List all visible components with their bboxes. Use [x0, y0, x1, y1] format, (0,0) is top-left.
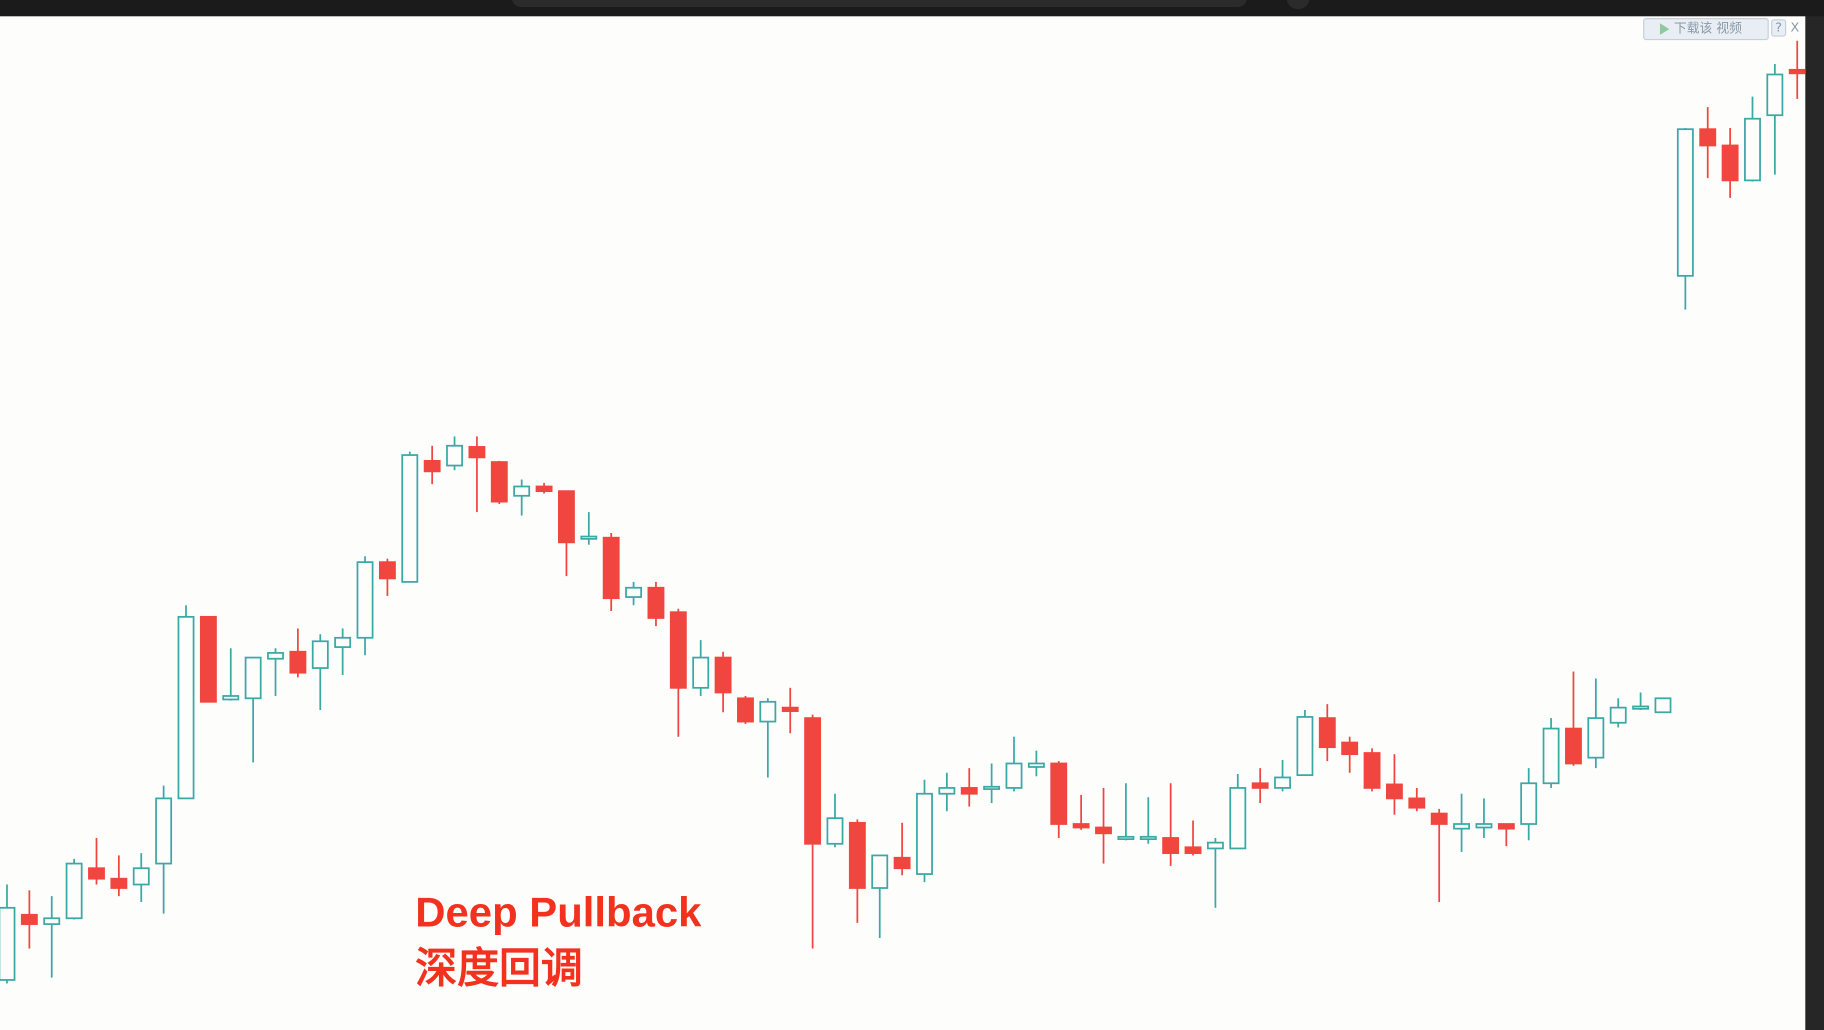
- candle-body: [1341, 741, 1359, 756]
- candle-body: [1005, 762, 1023, 789]
- help-button[interactable]: [1771, 19, 1787, 37]
- candle-body: [871, 854, 889, 889]
- candle-body: [1296, 716, 1314, 776]
- right-edge: [1805, 16, 1824, 1030]
- candle-body: [0, 906, 16, 981]
- candle-body: [1386, 783, 1403, 800]
- play-icon: [1659, 23, 1670, 35]
- candle-body: [804, 717, 822, 845]
- candle-body: [535, 485, 553, 493]
- candle-body: [423, 460, 441, 473]
- candle-body: [1632, 705, 1650, 710]
- help-label[interactable]: ?: [1775, 20, 1782, 35]
- download-button[interactable]: [1643, 18, 1769, 41]
- plot: [0, 40, 1806, 984]
- candle-body: [1318, 717, 1336, 749]
- candle-body: [1139, 835, 1157, 841]
- candle-body: [558, 490, 575, 544]
- candle-body: [1095, 826, 1112, 835]
- candle-body: [1050, 762, 1068, 825]
- candle-body: [1184, 846, 1202, 854]
- candle-body: [334, 636, 352, 648]
- annotation-en: Deep Pullback: [415, 888, 702, 935]
- candle-body: [1475, 823, 1493, 829]
- candle-body: [1430, 812, 1448, 825]
- candle-body: [893, 856, 911, 870]
- candle-body: [1206, 841, 1224, 850]
- address-bar: [512, 0, 1247, 7]
- candle-body: [65, 862, 83, 920]
- candle-body: [1542, 727, 1560, 785]
- candle-body: [1497, 823, 1515, 830]
- candle-body: [916, 792, 933, 875]
- annotation-zh: 深度回调: [415, 944, 582, 991]
- candle-body: [177, 615, 195, 800]
- candle-body: [1676, 128, 1694, 277]
- candle-body: [513, 485, 531, 497]
- candle-body: [20, 913, 38, 925]
- candle-body: [580, 535, 598, 540]
- candle-body: [43, 917, 61, 925]
- candle-body: [960, 787, 978, 795]
- candle-body: [110, 877, 128, 889]
- candle-body: [311, 640, 329, 669]
- candle-body: [267, 652, 284, 660]
- candle-body: [490, 461, 508, 503]
- candle-body: [401, 454, 419, 583]
- candle-body: [1162, 837, 1180, 854]
- candle-body: [602, 536, 620, 600]
- candle-body: [199, 615, 217, 703]
- candle-body: [1408, 797, 1426, 809]
- candle-body: [1587, 717, 1605, 759]
- candle-body: [1453, 823, 1471, 830]
- top-bar: [0, 0, 1824, 17]
- chart-area: [0, 16, 1806, 1030]
- candle-body: [983, 785, 1001, 790]
- candle-body: [1744, 117, 1761, 182]
- candle-body: [647, 586, 665, 619]
- candle-body: [692, 656, 710, 689]
- candle-body: [1229, 787, 1247, 850]
- candle-body: [88, 867, 105, 880]
- candle-body: [468, 446, 486, 459]
- candle-body: [759, 700, 777, 723]
- candle-body: [826, 817, 844, 845]
- candle-body: [1699, 128, 1717, 147]
- candle-body: [356, 561, 374, 639]
- candle-body: [155, 797, 173, 865]
- candle-body: [1274, 776, 1291, 789]
- candle-body: [1788, 68, 1806, 75]
- candle-body: [669, 611, 687, 689]
- candle-body: [132, 867, 150, 886]
- candle-body: [714, 656, 732, 694]
- candle-body: [1251, 782, 1269, 789]
- candle-body: [378, 561, 396, 580]
- candle-body: [1072, 823, 1090, 829]
- candle-body: [938, 787, 956, 795]
- browser-icon: [1286, 0, 1310, 10]
- candle-body: [737, 697, 754, 723]
- candle-body: [1565, 727, 1582, 765]
- download-label[interactable]: 下载该 视频: [1674, 22, 1742, 37]
- candle-body: [848, 821, 866, 889]
- candle-body: [1654, 697, 1672, 714]
- candle-body: [1766, 73, 1784, 117]
- candle-body: [289, 650, 307, 674]
- candle-body: [1721, 144, 1739, 182]
- candle-body: [1027, 762, 1045, 768]
- candle-body: [1117, 835, 1135, 841]
- candle-body: [1520, 782, 1538, 825]
- candle-body: [625, 586, 643, 598]
- candle-body: [1609, 706, 1627, 724]
- candle-body: [222, 695, 240, 701]
- candle-body: [1363, 752, 1381, 789]
- candle-body: [446, 444, 463, 467]
- candle-body: [781, 706, 799, 712]
- close-label[interactable]: X: [1791, 20, 1800, 35]
- candle-body: [244, 656, 262, 700]
